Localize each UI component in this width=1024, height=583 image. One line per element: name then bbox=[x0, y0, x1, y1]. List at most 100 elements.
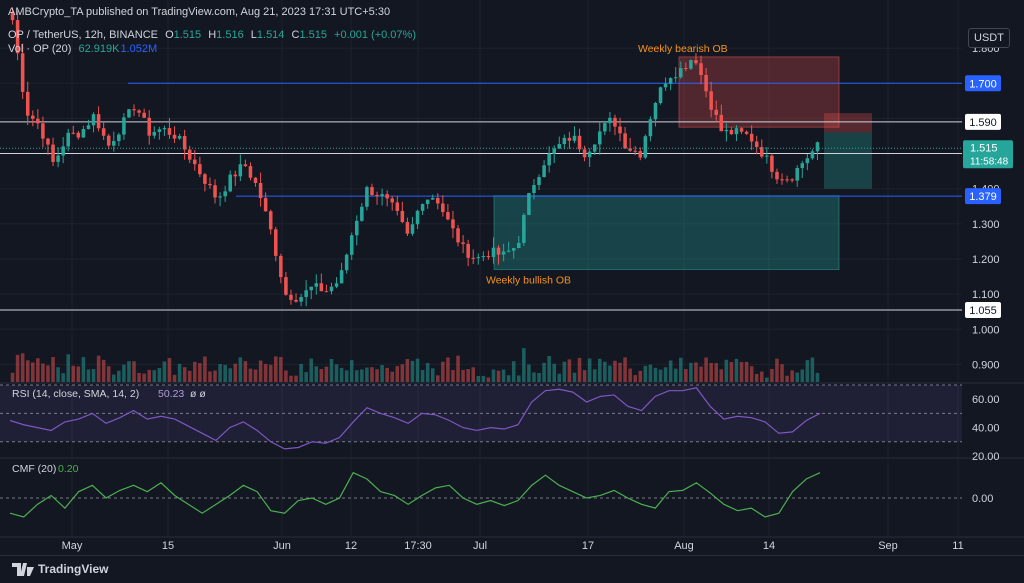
candle bbox=[112, 141, 116, 146]
bullish-ob-label: Weekly bullish OB bbox=[486, 275, 571, 287]
candle bbox=[785, 179, 789, 181]
volume-bar bbox=[142, 373, 146, 382]
volume-bar bbox=[572, 372, 577, 382]
currency-button[interactable]: USDT bbox=[968, 28, 1010, 48]
cmf-value: 0.20 bbox=[58, 463, 79, 475]
candle bbox=[198, 164, 202, 175]
volume-bar bbox=[233, 363, 238, 382]
candle bbox=[532, 184, 536, 194]
candle bbox=[248, 166, 253, 178]
volume-bar bbox=[577, 357, 582, 382]
candle bbox=[446, 212, 450, 220]
x-tick-label: Jul bbox=[473, 540, 487, 552]
candle bbox=[623, 133, 627, 149]
candle bbox=[754, 141, 759, 148]
volume-bar bbox=[623, 357, 627, 382]
candle bbox=[375, 195, 379, 197]
candle bbox=[360, 206, 364, 221]
candle bbox=[299, 296, 303, 302]
volume-bar bbox=[795, 372, 799, 382]
candle bbox=[765, 155, 769, 157]
volume-bar bbox=[71, 365, 76, 382]
volume-bar bbox=[810, 357, 815, 382]
volume-bar bbox=[339, 367, 344, 382]
volume-bar bbox=[284, 370, 288, 382]
candle bbox=[436, 197, 440, 204]
candle bbox=[238, 164, 243, 177]
chart-canvas[interactable]: May15Jun1217:30Jul17Aug14Sep111.8001.700… bbox=[0, 0, 1024, 556]
volume-bar bbox=[719, 369, 724, 382]
volume-bar bbox=[587, 358, 592, 382]
candle bbox=[734, 128, 739, 135]
candle bbox=[304, 290, 308, 297]
candle bbox=[420, 204, 425, 211]
volume-bar bbox=[648, 364, 653, 382]
candle bbox=[324, 291, 329, 293]
candle bbox=[663, 83, 668, 88]
volume-bar bbox=[410, 360, 415, 382]
volume-bar bbox=[446, 357, 450, 382]
volume-bar bbox=[228, 368, 232, 382]
candle bbox=[334, 283, 339, 287]
volume-bar bbox=[177, 363, 182, 382]
volume-bar bbox=[739, 362, 744, 382]
volume-bar bbox=[76, 366, 81, 382]
volume-bar bbox=[218, 364, 222, 382]
x-tick-label: Jun bbox=[273, 540, 291, 552]
volume-bar bbox=[309, 358, 313, 382]
volume-bar bbox=[699, 366, 703, 382]
candle bbox=[187, 149, 192, 160]
rsi-tick-label: 60.00 bbox=[972, 394, 1000, 406]
cmf-tick-label: 0.00 bbox=[972, 493, 993, 505]
candle bbox=[243, 164, 248, 167]
volume-bar bbox=[96, 355, 101, 382]
candle bbox=[451, 219, 455, 229]
candle bbox=[795, 168, 799, 181]
volume-bar bbox=[567, 359, 572, 382]
volume-bar bbox=[501, 369, 506, 382]
candle bbox=[228, 174, 232, 192]
volume-bar bbox=[729, 362, 734, 382]
x-tick-label: 17 bbox=[582, 540, 594, 552]
symbol-legend: OP / TetherUS, 12h, BINANCE O1.515 H1.51… bbox=[8, 29, 420, 41]
candle bbox=[719, 114, 724, 132]
level-label-box bbox=[965, 188, 1001, 205]
candle bbox=[122, 117, 126, 135]
candle bbox=[709, 91, 713, 110]
stop-zone bbox=[824, 113, 872, 133]
candle bbox=[486, 256, 491, 258]
tradingview-icon bbox=[12, 563, 34, 577]
candle bbox=[167, 128, 172, 135]
candle bbox=[253, 177, 258, 183]
rsi-extra: ø ø bbox=[190, 388, 206, 400]
volume-bar bbox=[679, 357, 683, 382]
volume-bar bbox=[198, 363, 202, 382]
candle bbox=[790, 179, 794, 181]
candle bbox=[370, 187, 374, 196]
candle bbox=[527, 193, 531, 215]
volume-bar bbox=[223, 364, 227, 382]
candle bbox=[633, 150, 637, 152]
candle bbox=[749, 133, 754, 142]
candle bbox=[193, 159, 197, 165]
volume-label[interactable]: Vol · OP (20) bbox=[8, 43, 72, 55]
volume-bar bbox=[15, 354, 20, 382]
candle bbox=[562, 137, 567, 145]
candle bbox=[15, 20, 20, 54]
tradingview-logo[interactable]: TradingView bbox=[12, 562, 108, 577]
candle bbox=[415, 210, 420, 225]
volume-bar bbox=[663, 367, 668, 382]
volume-bar bbox=[56, 367, 60, 382]
countdown-label: 11:58:48 bbox=[970, 156, 1009, 167]
x-tick-label: Aug bbox=[674, 540, 694, 552]
candle bbox=[20, 53, 25, 92]
symbol-label[interactable]: OP / TetherUS, 12h, BINANCE bbox=[8, 29, 158, 41]
volume-bar bbox=[349, 360, 354, 382]
volume-bar bbox=[162, 361, 167, 382]
volume-bar bbox=[598, 358, 602, 382]
rsi-tick-label: 20.00 bbox=[972, 451, 1000, 463]
volume-bar bbox=[248, 368, 253, 382]
x-tick-label: 15 bbox=[162, 540, 174, 552]
volume-bar bbox=[471, 367, 475, 382]
candle bbox=[71, 132, 76, 134]
